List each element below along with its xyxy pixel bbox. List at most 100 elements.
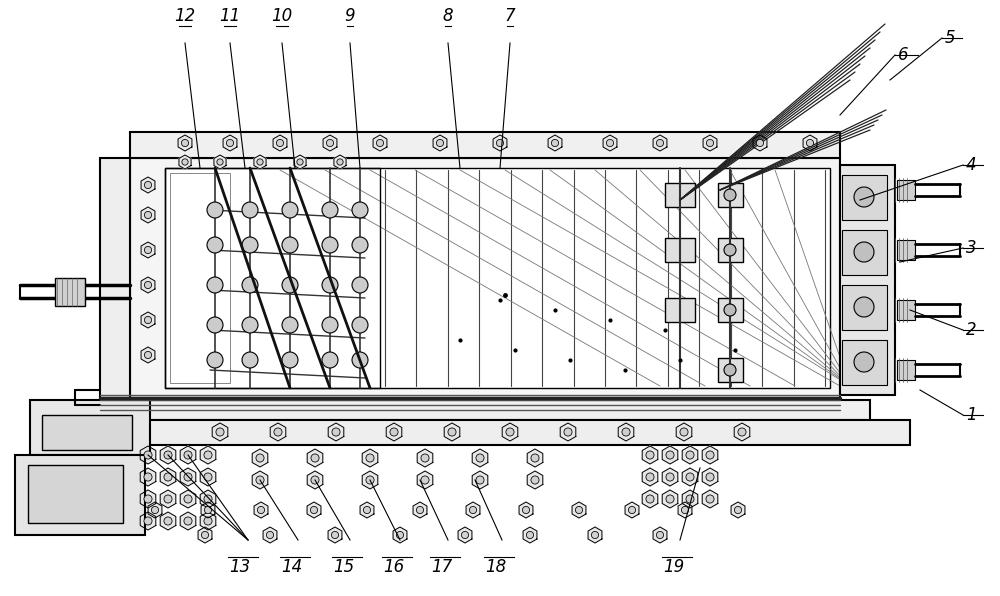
Polygon shape: [323, 135, 337, 151]
Circle shape: [738, 428, 746, 436]
Polygon shape: [662, 446, 678, 464]
Circle shape: [311, 454, 319, 462]
Circle shape: [706, 473, 714, 481]
Polygon shape: [625, 502, 639, 518]
Circle shape: [184, 517, 192, 525]
Polygon shape: [160, 468, 176, 486]
Circle shape: [680, 428, 688, 436]
Polygon shape: [560, 423, 576, 441]
Circle shape: [366, 476, 374, 484]
Circle shape: [144, 495, 152, 503]
Circle shape: [276, 139, 284, 147]
Circle shape: [207, 202, 223, 218]
Circle shape: [282, 277, 298, 293]
Polygon shape: [328, 527, 342, 543]
Circle shape: [448, 428, 456, 436]
Polygon shape: [642, 446, 658, 464]
Circle shape: [310, 507, 318, 514]
Circle shape: [854, 352, 874, 372]
Text: 5: 5: [945, 29, 956, 47]
Circle shape: [151, 507, 159, 514]
Polygon shape: [141, 177, 155, 193]
Polygon shape: [307, 502, 321, 518]
Circle shape: [854, 187, 874, 207]
Circle shape: [144, 517, 152, 525]
Circle shape: [266, 532, 274, 539]
Circle shape: [531, 476, 539, 484]
Circle shape: [164, 517, 172, 525]
Polygon shape: [273, 135, 287, 151]
Circle shape: [144, 316, 152, 324]
Bar: [15, 455, 145, 535]
Polygon shape: [731, 502, 745, 518]
Polygon shape: [527, 471, 543, 489]
Polygon shape: [179, 155, 191, 169]
Circle shape: [204, 507, 212, 514]
Polygon shape: [413, 502, 427, 518]
Text: 4: 4: [966, 156, 977, 174]
Circle shape: [421, 454, 429, 462]
Circle shape: [217, 159, 223, 165]
Circle shape: [469, 507, 477, 514]
Circle shape: [207, 277, 223, 293]
Polygon shape: [200, 490, 216, 508]
Polygon shape: [141, 347, 155, 363]
Circle shape: [646, 495, 654, 503]
Circle shape: [184, 495, 192, 503]
Bar: [100, 400, 870, 420]
Circle shape: [257, 507, 265, 514]
Polygon shape: [200, 446, 216, 464]
Circle shape: [496, 139, 504, 147]
Polygon shape: [433, 135, 447, 151]
Circle shape: [461, 532, 469, 539]
Polygon shape: [362, 471, 378, 489]
Text: 15: 15: [333, 558, 355, 576]
Polygon shape: [201, 502, 215, 518]
Circle shape: [204, 451, 212, 459]
Polygon shape: [472, 471, 488, 489]
Circle shape: [322, 277, 338, 293]
Polygon shape: [180, 468, 196, 486]
Circle shape: [575, 507, 583, 514]
Polygon shape: [502, 423, 518, 441]
Polygon shape: [682, 446, 698, 464]
Polygon shape: [328, 423, 344, 441]
Polygon shape: [141, 207, 155, 223]
Polygon shape: [642, 490, 658, 508]
Circle shape: [551, 139, 559, 147]
Circle shape: [854, 242, 874, 262]
Circle shape: [164, 451, 172, 459]
Circle shape: [352, 237, 368, 253]
Circle shape: [656, 139, 664, 147]
Polygon shape: [662, 490, 678, 508]
Polygon shape: [417, 449, 433, 467]
Circle shape: [332, 428, 340, 436]
Circle shape: [416, 507, 424, 514]
Circle shape: [207, 317, 223, 333]
Polygon shape: [223, 135, 237, 151]
Circle shape: [756, 139, 764, 147]
Circle shape: [436, 139, 444, 147]
Circle shape: [352, 202, 368, 218]
Polygon shape: [252, 471, 268, 489]
Circle shape: [282, 317, 298, 333]
Circle shape: [724, 304, 736, 316]
Polygon shape: [682, 468, 698, 486]
Text: 11: 11: [219, 7, 241, 25]
Bar: [842, 340, 887, 385]
Circle shape: [144, 246, 152, 254]
Polygon shape: [178, 135, 192, 151]
Circle shape: [396, 532, 404, 539]
Circle shape: [681, 507, 689, 514]
Circle shape: [854, 297, 874, 317]
Bar: [718, 358, 743, 382]
Circle shape: [144, 473, 152, 481]
Polygon shape: [393, 527, 407, 543]
Text: 1: 1: [966, 406, 977, 424]
Circle shape: [476, 454, 484, 462]
Circle shape: [322, 237, 338, 253]
Polygon shape: [662, 468, 678, 486]
Polygon shape: [753, 135, 767, 151]
Polygon shape: [653, 135, 667, 151]
Circle shape: [311, 476, 319, 484]
